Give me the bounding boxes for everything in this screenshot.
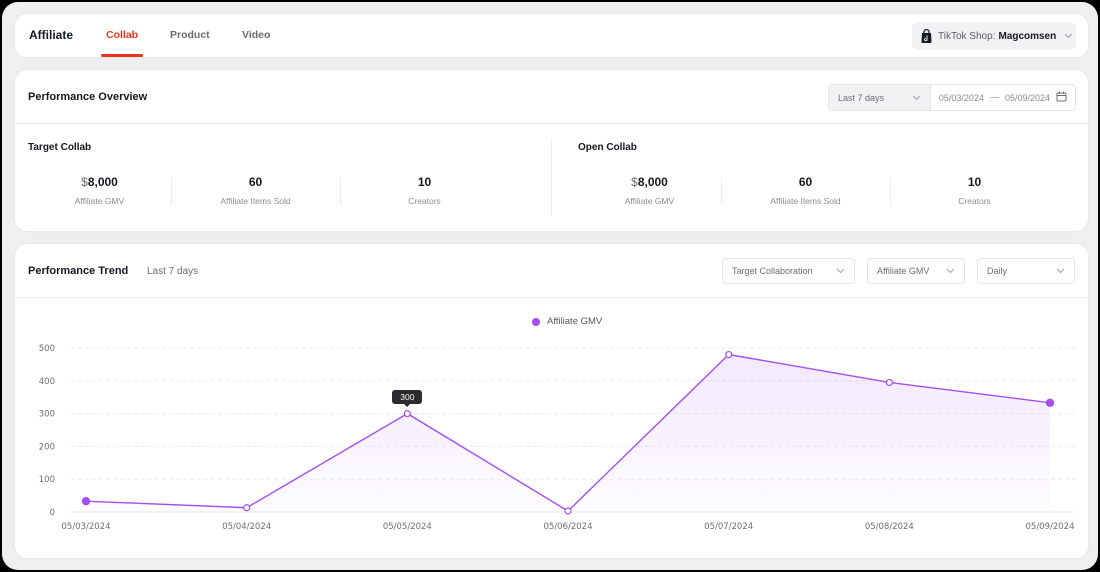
- target-collab-section: Target Collab $8,000 Affiliate GMV 60 Af…: [15, 140, 551, 216]
- svg-text:500: 500: [39, 344, 55, 354]
- svg-text:0: 0: [50, 508, 55, 518]
- currency-symbol: $: [81, 175, 88, 189]
- chevron-down-icon: [912, 93, 921, 103]
- select-value: Daily: [987, 266, 1008, 276]
- metric-value: 8,000: [87, 175, 118, 189]
- divider: [721, 178, 722, 205]
- metric-value: 8,000: [637, 175, 668, 189]
- chevron-down-icon: [836, 266, 845, 276]
- tab-product[interactable]: Product: [170, 29, 210, 41]
- performance-trend-card: Performance Trend Last 7 days Target Col…: [15, 244, 1088, 558]
- svg-text:05/09/2024: 05/09/2024: [1026, 522, 1075, 532]
- select-value: Affiliate GMV: [877, 266, 930, 276]
- tab-video[interactable]: Video: [242, 29, 271, 41]
- section-title: Open Collab: [578, 142, 637, 153]
- date-range-input[interactable]: 05/03/2024 05/09/2024: [931, 85, 1075, 110]
- range-preset-label: Last 7 days: [838, 92, 885, 103]
- select-value: Target Collaboration: [732, 266, 813, 276]
- currency-symbol: $: [631, 175, 638, 189]
- metric-value: 60: [798, 175, 813, 189]
- svg-text:100: 100: [39, 475, 55, 485]
- metric-creators: 10 Creators: [890, 175, 1059, 206]
- date-range-picker: Last 7 days 05/03/2024 05/09/2024: [828, 84, 1076, 111]
- end-date: 05/09/2024: [1004, 92, 1050, 103]
- svg-text:05/06/2024: 05/06/2024: [544, 522, 593, 532]
- metric-label: Affiliate GMV: [624, 196, 675, 206]
- svg-text:05/04/2024: 05/04/2024: [222, 522, 271, 532]
- section-divider: [551, 140, 552, 216]
- divider: [340, 178, 341, 205]
- performance-overview-card: Performance Overview Last 7 days 05/03/2…: [15, 70, 1088, 231]
- svg-text:300: 300: [39, 410, 55, 420]
- chart-legend[interactable]: Affiliate GMV: [532, 316, 602, 327]
- metric-label: Affiliate GMV: [74, 196, 125, 206]
- divider: [890, 178, 891, 205]
- shop-selector[interactable]: TikTok Shop: Magcomsen: [912, 22, 1076, 50]
- trend-subtitle: Last 7 days: [147, 266, 199, 277]
- divider: [171, 178, 172, 205]
- divider: [15, 123, 1088, 124]
- section-title: Target Collab: [28, 142, 92, 153]
- calendar-icon[interactable]: [1056, 91, 1067, 104]
- metric-value: 10: [967, 175, 982, 189]
- trend-title: Performance Trend: [28, 265, 129, 277]
- svg-text:05/05/2024: 05/05/2024: [383, 522, 432, 532]
- tiktok-shop-icon: [921, 29, 932, 43]
- metric-affiliate-gmv: $8,000 Affiliate GMV: [565, 175, 734, 206]
- svg-text:200: 200: [39, 442, 55, 452]
- metric-label: Creators: [958, 196, 991, 206]
- range-separator: [989, 97, 999, 98]
- svg-text:400: 400: [39, 377, 55, 387]
- metric-creators: 10 Creators: [340, 175, 509, 206]
- svg-text:05/07/2024: 05/07/2024: [704, 522, 753, 532]
- metric-label: Creators: [408, 196, 441, 206]
- top-nav: Affiliate Collab Product Video TikTok Sh…: [15, 14, 1088, 57]
- metric-label: Affiliate Items Sold: [220, 196, 291, 206]
- metric-label: Affiliate Items Sold: [770, 196, 841, 206]
- legend-label: Affiliate GMV: [547, 316, 603, 327]
- collab-type-select[interactable]: Target Collaboration: [722, 258, 855, 284]
- chart-tooltip: 300: [392, 389, 423, 407]
- shop-label: TikTok Shop:: [938, 30, 996, 42]
- metric-affiliate-gmv: $8,000 Affiliate GMV: [15, 175, 184, 206]
- shop-name: Magcomsen: [998, 30, 1057, 42]
- legend-dot-icon: [532, 317, 540, 326]
- metric-select[interactable]: Affiliate GMV: [867, 258, 965, 284]
- metric-items-sold: 60 Affiliate Items Sold: [171, 175, 340, 206]
- divider: [15, 297, 1088, 298]
- metric-items-sold: 60 Affiliate Items Sold: [721, 175, 890, 206]
- chevron-down-icon: [1056, 266, 1065, 276]
- svg-text:05/03/2024: 05/03/2024: [62, 522, 111, 532]
- metric-value: 10: [417, 175, 432, 189]
- svg-text:05/08/2024: 05/08/2024: [865, 522, 914, 532]
- range-preset-select[interactable]: Last 7 days: [829, 85, 931, 110]
- start-date: 05/03/2024: [938, 92, 984, 103]
- open-collab-section: Open Collab $8,000 Affiliate GMV 60 Affi…: [565, 140, 1088, 216]
- line-chart[interactable]: 0 100 200 300 400 500 05/03/2024 05/04/2024 05/0…: [15, 244, 1088, 558]
- tab-collab[interactable]: Collab: [100, 29, 144, 57]
- app-title: Affiliate: [29, 28, 74, 42]
- chevron-down-icon: [1064, 33, 1073, 39]
- chevron-down-icon: [946, 266, 955, 276]
- overview-title: Performance Overview: [28, 91, 148, 103]
- granularity-select[interactable]: Daily: [977, 258, 1075, 284]
- metric-value: 60: [248, 175, 263, 189]
